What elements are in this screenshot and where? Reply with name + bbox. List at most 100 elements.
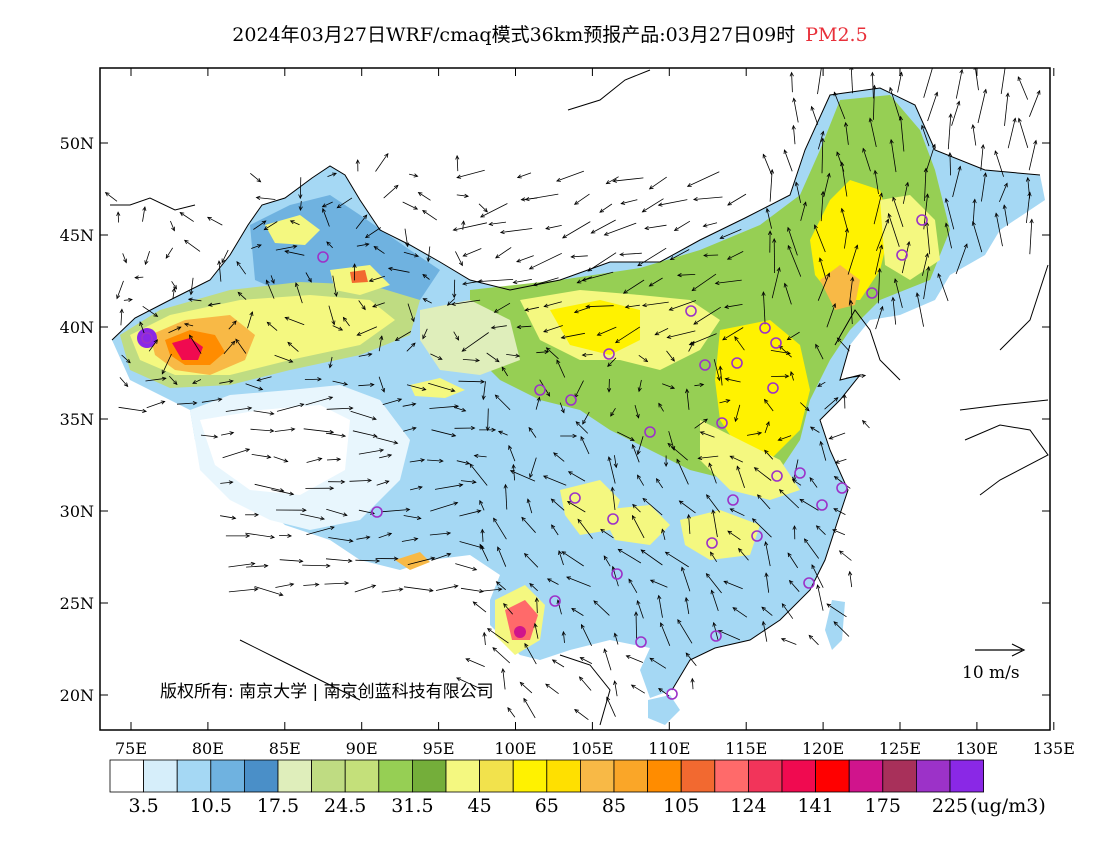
wind-arrow-head (854, 244, 859, 250)
wind-arrow (358, 300, 366, 310)
wind-arrow-head (599, 208, 605, 213)
legend-swatch (882, 759, 917, 793)
wind-arrow (792, 479, 802, 486)
wind-arrow (876, 219, 889, 252)
wind-arrow (872, 72, 874, 99)
wind-arrow (135, 276, 144, 279)
wind-arrow-head (228, 379, 234, 384)
wind-arrow-head (343, 381, 349, 386)
wind-arrow (703, 222, 718, 227)
wind-arrow (285, 250, 305, 256)
wind-arrow (847, 245, 858, 275)
wind-arrow-head (543, 328, 548, 333)
wind-arrow-head (307, 277, 312, 283)
wind-arrow (455, 563, 477, 571)
wind-arrow (422, 274, 430, 280)
wind-arrow-head (724, 304, 729, 309)
wind-arrow-head (828, 435, 834, 440)
wind-arrow-head (556, 359, 561, 365)
wind-arrow-head (367, 352, 373, 357)
wind-arrow (455, 251, 463, 266)
wind-arrow (495, 247, 512, 259)
wind-arrow-head (811, 564, 816, 569)
wind-arrow-head (1027, 191, 1032, 197)
wind-arrow (820, 441, 827, 461)
wind-arrow (892, 197, 904, 228)
wind-arrow (730, 508, 745, 517)
wind-arrow-head (873, 169, 878, 175)
wind-arrow (473, 601, 487, 613)
wind-arrow-head (751, 518, 757, 523)
wind-arrow-head (326, 563, 331, 568)
wind-arrow-head (657, 202, 663, 207)
wind-arrow (694, 384, 704, 387)
wind-arrow (456, 155, 459, 172)
wind-arrow (172, 288, 175, 299)
wind-arrow (305, 272, 312, 283)
wind-arrow (559, 402, 565, 413)
wind-arrow-head (479, 545, 485, 550)
wind-arrow (169, 375, 178, 385)
wind-arrow-head (479, 588, 484, 594)
wind-arrow-head (848, 570, 853, 576)
wind-arrow (326, 508, 348, 516)
wind-arrow (465, 658, 485, 667)
wind-arrow (631, 684, 646, 694)
wind-arrow-head (840, 207, 845, 213)
wind-arrow (778, 345, 792, 358)
wind-arrow (614, 455, 617, 468)
wind-arrow (274, 428, 295, 432)
wind-arrow-head (805, 406, 810, 412)
wind-arrow-head (716, 376, 721, 382)
wind-arrow (228, 563, 255, 568)
city-marker (794, 467, 806, 479)
wind-arrow-head (893, 278, 898, 283)
wind-arrow (826, 303, 836, 328)
wind-arrow-head (490, 325, 496, 330)
wind-arrow-head (649, 657, 655, 662)
wind-arrow-head (364, 242, 370, 247)
wind-arrow-head (543, 303, 549, 308)
wind-arrow (795, 182, 802, 203)
wind-arrow (869, 118, 877, 147)
wind-arrow (955, 243, 968, 275)
wind-arrow (900, 116, 905, 152)
wind-arrow (642, 198, 664, 213)
wind-arrow-head (116, 294, 121, 300)
wind-arrow (337, 197, 353, 209)
wind-arrow-head (844, 227, 849, 233)
wind-arrow (355, 214, 368, 229)
wind-arrow-head (472, 601, 478, 606)
wind-arrow-head (809, 477, 814, 482)
wind-arrow (369, 275, 386, 282)
city-marker (751, 530, 763, 542)
wind-arrow-head (516, 258, 521, 263)
wind-arrow-head (729, 508, 735, 513)
wind-arrow (517, 325, 532, 328)
wind-arrow (287, 342, 299, 352)
wind-arrow (408, 173, 418, 177)
wind-arrow-head (532, 282, 538, 287)
wind-arrow (1007, 118, 1016, 149)
wind-arrow (406, 342, 416, 352)
wind-arrow-head (610, 412, 615, 417)
wind-arrow (618, 548, 642, 564)
wind-arrow-head (833, 475, 839, 481)
wind-arrow-head (631, 514, 636, 520)
wind-arrow (599, 203, 613, 213)
city-marker (759, 322, 771, 334)
wind-arrow-head (361, 305, 366, 311)
wind-arrow-head (179, 211, 185, 217)
wind-arrow (460, 480, 476, 483)
wind-arrow-head (523, 697, 528, 703)
wind-arrow-head (605, 180, 611, 185)
wind-arrow (513, 464, 515, 481)
wind-arrow (305, 396, 333, 406)
wind-arrow (610, 407, 616, 417)
wind-arrow (877, 268, 881, 304)
wind-arrow-head (119, 308, 124, 314)
wind-arrow (507, 707, 516, 718)
city-marker (699, 359, 711, 371)
wind-arrow-head (1029, 218, 1034, 224)
wind-arrow-head (231, 515, 237, 520)
